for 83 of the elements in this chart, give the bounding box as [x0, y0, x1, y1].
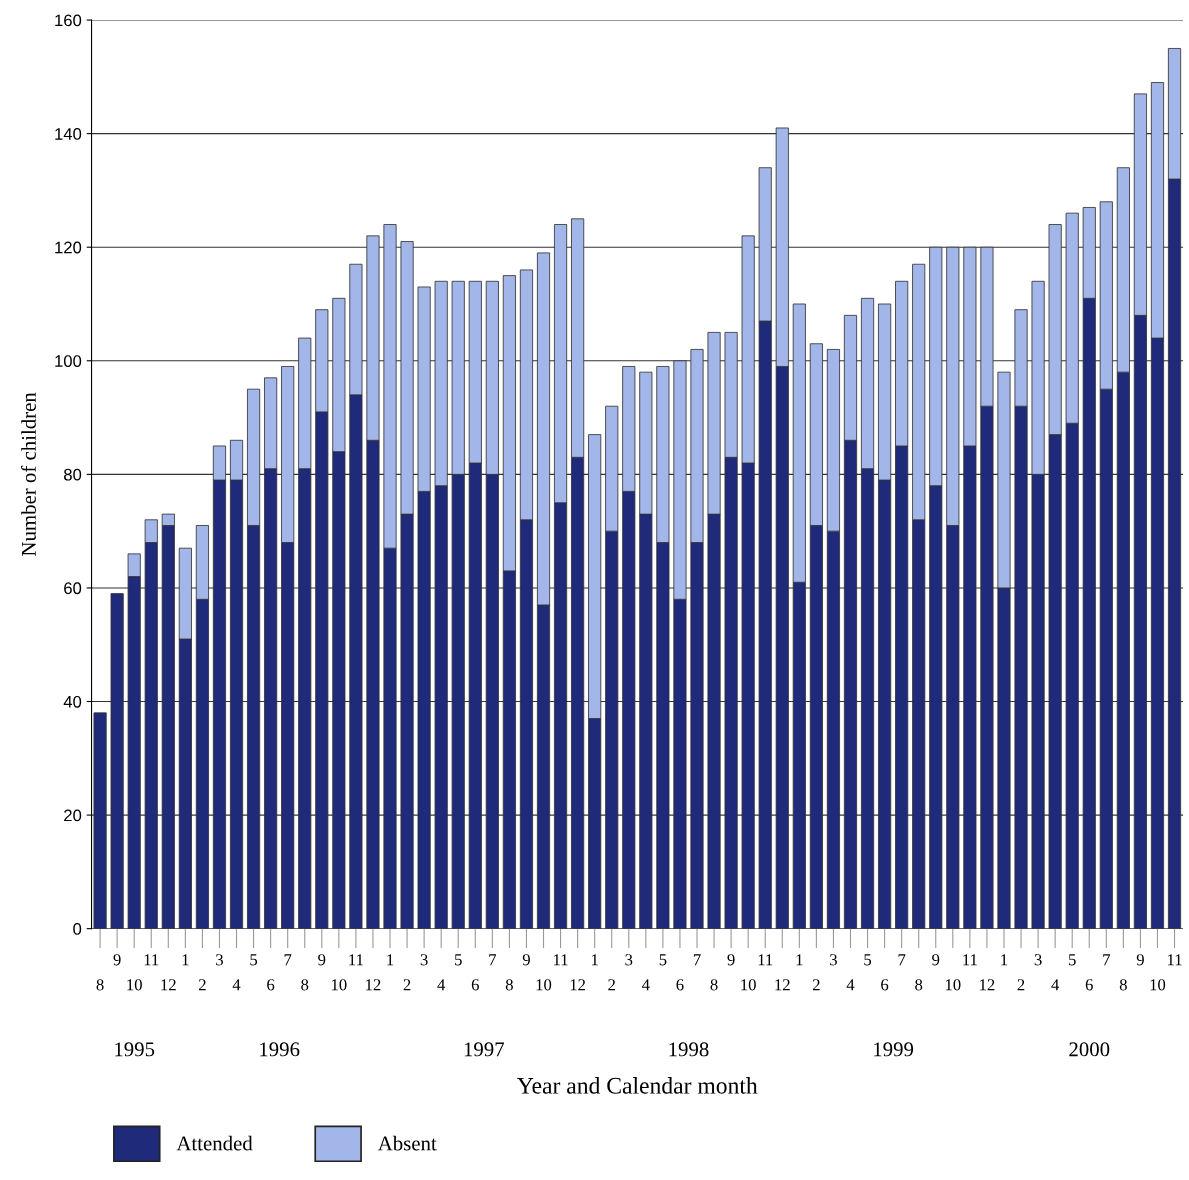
- x-tick-label: 3: [420, 954, 428, 966]
- x-tick-label: 1: [591, 954, 598, 966]
- y-tick-label: 0: [73, 923, 82, 935]
- x-tick-label: 8: [505, 979, 513, 991]
- text: 1995: [115, 1042, 155, 1057]
- text: 1997: [464, 1042, 505, 1057]
- x-tick-label: 1: [796, 954, 803, 966]
- x-tick-label: 11: [349, 954, 363, 966]
- x-tick-label: 5: [250, 954, 258, 966]
- x-tick-label: 7: [1103, 954, 1110, 966]
- x-tick-label: 8: [96, 979, 104, 991]
- x-tick-label: 8: [710, 979, 718, 991]
- x-tick-label: 5: [455, 954, 462, 966]
- x-tick-label: 11: [144, 954, 159, 966]
- legend-label: Attended: [176, 1135, 253, 1151]
- x-tick-label: 8: [301, 979, 309, 991]
- x-tick-label: 10: [536, 979, 552, 991]
- x-tick-label: 11: [1167, 954, 1182, 966]
- x-tick-label: 10: [945, 979, 961, 991]
- x-tick-label: 4: [1051, 979, 1060, 991]
- x-tick-label: 10: [331, 979, 347, 991]
- y-axis-title: Number of children: [21, 392, 36, 556]
- x-tick-label: 2: [198, 979, 206, 991]
- x-tick-label: 7: [898, 954, 906, 966]
- y-tick-label: 40: [63, 695, 82, 708]
- x-tick-label: 5: [659, 954, 667, 966]
- x-tick-label: 9: [727, 954, 735, 966]
- x-tick-label: 1: [182, 954, 189, 966]
- x-tick-label: 6: [676, 979, 684, 991]
- x-tick-label: 3: [216, 954, 223, 966]
- x-tick-label: 6: [1085, 979, 1093, 991]
- x-tick-label: 12: [366, 979, 381, 991]
- x-tick-label: 9: [318, 954, 326, 966]
- x-tick-label: 8: [1119, 979, 1127, 991]
- x-tick-label: 10: [127, 979, 142, 991]
- x-tick-label: 3: [625, 954, 633, 966]
- text: 1998: [669, 1042, 709, 1057]
- x-tick-label: 11: [554, 954, 568, 966]
- y-tick-label: 100: [55, 355, 82, 367]
- x-tick-label: 4: [232, 979, 241, 991]
- x-tick-label: 3: [1034, 954, 1042, 966]
- x-tick-label: 2: [812, 979, 820, 991]
- x-tick-label: 9: [113, 954, 121, 966]
- x-tick-label: 4: [437, 979, 446, 991]
- y-tick-label: 60: [64, 582, 82, 595]
- y-tick-label: 140: [55, 128, 82, 140]
- x-tick-label: 12: [161, 979, 176, 991]
- x-tick-label: 5: [1069, 954, 1076, 966]
- x-tick-label: 7: [489, 954, 497, 966]
- x-tick-label: 4: [641, 979, 650, 991]
- x-tick-label: 6: [471, 979, 479, 991]
- x-tick-label: 12: [775, 979, 790, 991]
- x-tick-label: 10: [1150, 979, 1166, 991]
- text: 1999: [874, 1042, 914, 1057]
- y-tick-label: 20: [64, 809, 82, 822]
- x-tick-label: 1: [387, 954, 394, 966]
- x-tick-label: 2: [1017, 979, 1025, 991]
- x-tick-label: 12: [980, 979, 995, 991]
- x-tick-label: 11: [758, 954, 773, 966]
- text: 1996: [260, 1042, 300, 1057]
- x-tick-label: 7: [693, 954, 701, 966]
- x-tick-label: 5: [864, 954, 872, 966]
- x-tick-label: 12: [570, 979, 586, 991]
- x-tick-label: 9: [932, 954, 940, 966]
- x-tick-label: 4: [846, 979, 855, 991]
- x-tick-label: 1: [1001, 954, 1008, 966]
- x-axis-title: Year and Calendar month: [517, 1077, 758, 1094]
- x-tick-label: 6: [267, 979, 275, 991]
- x-tick-label: 8: [915, 979, 923, 991]
- x-tick-label: 2: [608, 979, 615, 991]
- x-tick-label: 3: [830, 954, 837, 966]
- x-tick-label: 2: [403, 979, 411, 991]
- x-tick-label: 9: [522, 954, 530, 966]
- x-tick-label: 10: [741, 979, 756, 991]
- x-tick-label: 6: [881, 979, 889, 991]
- y-tick-label: 120: [55, 241, 82, 254]
- x-tick-label: 9: [1136, 954, 1144, 966]
- y-tick-label: 160: [55, 14, 82, 27]
- legend-label: Absent: [377, 1135, 437, 1151]
- x-tick-label: 7: [284, 954, 292, 966]
- text: 2000: [1069, 1042, 1110, 1057]
- x-tick-label: 11: [963, 954, 977, 966]
- y-tick-label: 80: [64, 468, 82, 481]
